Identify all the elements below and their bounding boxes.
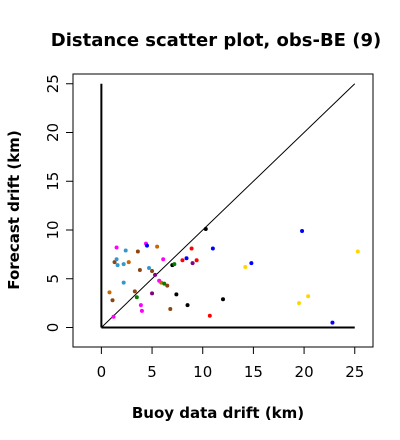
- data-point: [147, 266, 152, 271]
- data-point: [161, 257, 166, 262]
- chart-title: Distance scatter plot, obs-BE (9): [51, 30, 381, 51]
- data-point: [306, 294, 311, 299]
- data-point: [180, 258, 185, 263]
- data-point: [165, 283, 170, 288]
- x-axis-label: Buoy data drift (km): [132, 404, 304, 422]
- y-tick-label: 5: [44, 274, 62, 284]
- data-point: [185, 303, 190, 308]
- data-point: [194, 258, 199, 263]
- y-axis-label: Forecast drift (km): [5, 130, 23, 289]
- data-point: [155, 244, 160, 249]
- data-point: [172, 262, 177, 267]
- data-points: [107, 227, 360, 325]
- data-point: [137, 267, 142, 272]
- data-point: [139, 308, 144, 313]
- data-point: [115, 263, 120, 268]
- data-point: [114, 257, 119, 262]
- data-point: [300, 228, 305, 233]
- data-point: [150, 268, 155, 273]
- data-point: [144, 243, 149, 248]
- data-point: [174, 292, 179, 297]
- x-tick-label: 10: [193, 363, 212, 381]
- x-tick-label: 15: [244, 363, 263, 381]
- data-point: [121, 262, 126, 267]
- data-point: [112, 260, 117, 265]
- data-point: [330, 320, 335, 325]
- data-point: [162, 281, 167, 286]
- data-point: [107, 290, 112, 295]
- plot-frame: [72, 73, 374, 348]
- data-point: [132, 289, 137, 294]
- data-point: [243, 265, 248, 270]
- y-tick-label: 0: [44, 323, 62, 333]
- y-tick-label: 20: [44, 123, 62, 142]
- reference-lines: [100, 83, 356, 329]
- data-point: [203, 227, 208, 232]
- data-point: [150, 291, 155, 296]
- y-tick-label: 25: [44, 74, 62, 93]
- data-point: [159, 280, 164, 285]
- data-point: [114, 245, 119, 250]
- y-tick-label: 10: [44, 220, 62, 239]
- y-tick-label: 15: [44, 172, 62, 191]
- data-point: [153, 272, 158, 277]
- data-point: [110, 298, 115, 303]
- data-point: [297, 301, 302, 306]
- data-point: [135, 249, 140, 254]
- data-point: [249, 261, 254, 266]
- data-point: [221, 297, 225, 302]
- data-point: [111, 314, 116, 319]
- data-point: [121, 280, 126, 285]
- data-point: [126, 260, 131, 265]
- data-point: [168, 306, 173, 311]
- x-axis: 0 5 10 15 20 25: [97, 347, 364, 381]
- data-point: [207, 313, 212, 318]
- identity-line: [101, 83, 356, 328]
- data-point: [190, 261, 195, 266]
- data-point: [134, 295, 139, 300]
- data-point: [355, 249, 360, 254]
- data-point: [123, 248, 128, 253]
- x-tick-label: 25: [345, 363, 364, 381]
- x-tick-label: 20: [295, 363, 314, 381]
- x-tick-label: 5: [147, 363, 157, 381]
- y-axis: 0 5 10 15 20 25: [44, 74, 73, 332]
- data-point: [138, 303, 143, 308]
- x-tick-label: 0: [97, 363, 107, 381]
- data-point: [210, 246, 215, 251]
- data-point: [184, 256, 189, 261]
- data-point: [189, 246, 194, 251]
